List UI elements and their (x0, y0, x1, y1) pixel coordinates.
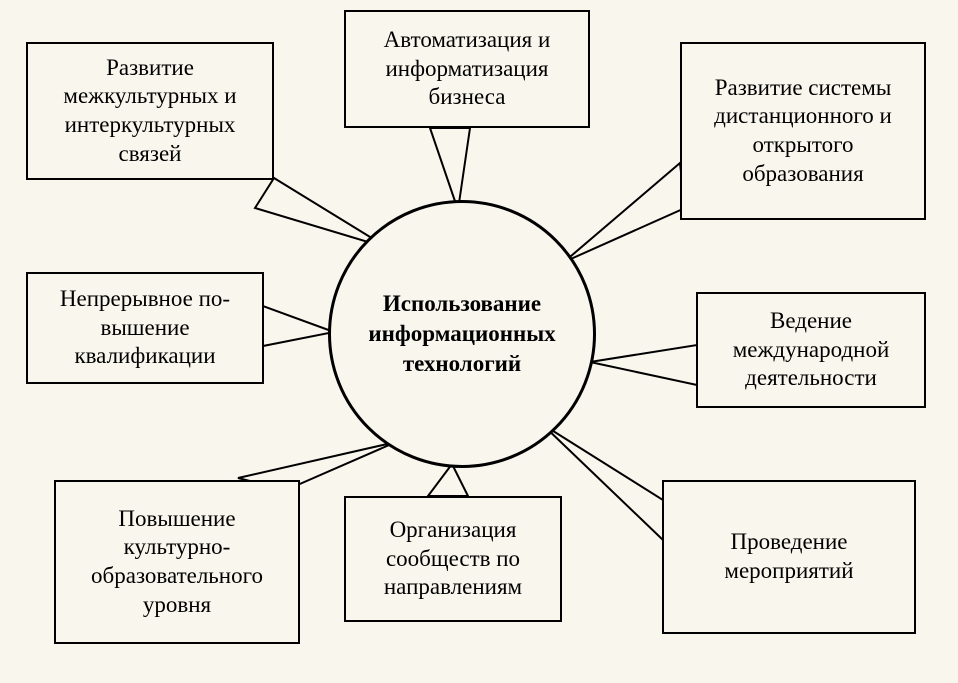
box-label: Повышение культурно-образовательного уро… (66, 505, 288, 620)
box-distance-education: Развитие системы дистанционного и открыт… (680, 42, 926, 220)
center-node: Использование информационных технологий (328, 200, 596, 468)
box-label: Развитие межкультурных и интеркультурных… (38, 54, 262, 169)
box-label: Организация сообществ по направлениям (356, 516, 550, 602)
box-international: Ведение международной деятельности (696, 292, 926, 408)
box-qualification: Непрерывное по-вышение квалификации (26, 272, 264, 384)
box-label: Развитие системы дистанционного и открыт… (692, 74, 914, 189)
box-label: Непрерывное по-вышение квалификации (38, 285, 252, 371)
box-intercultural: Развитие межкультурных и интеркультурных… (26, 42, 274, 180)
box-events: Проведение мероприятий (662, 480, 916, 634)
box-label: Проведение мероприятий (674, 528, 904, 586)
box-label: Автоматизация и информатизация бизнеса (356, 26, 578, 112)
box-automation: Автоматизация и информатизация бизнеса (344, 10, 590, 128)
diagram-canvas: Использование информационных технологий … (0, 0, 958, 683)
center-node-label: Использование информационных технологий (341, 289, 583, 379)
box-cultural-education: Повышение культурно-образовательного уро… (54, 480, 300, 644)
box-communities: Организация сообществ по направлениям (344, 496, 562, 622)
box-label: Ведение международной деятельности (708, 307, 914, 393)
